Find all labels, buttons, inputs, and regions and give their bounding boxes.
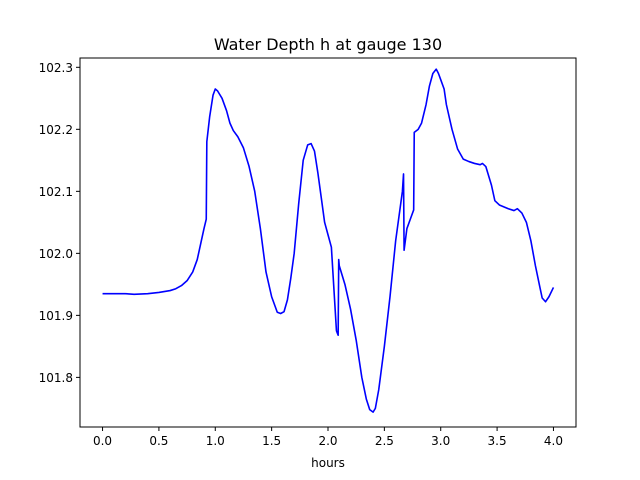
x-tick-label: 0.0 xyxy=(93,434,112,448)
y-tick-label: 102.2 xyxy=(39,123,73,137)
x-tick-label: 1.5 xyxy=(262,434,281,448)
y-tick-label: 102.0 xyxy=(39,247,73,261)
x-tick-label: 3.5 xyxy=(488,434,507,448)
y-tick-label: 101.8 xyxy=(39,371,73,385)
y-tick-label: 102.3 xyxy=(39,61,73,75)
y-axis: 101.8 101.9 102.0 102.1 102.2 102.3 xyxy=(39,61,80,385)
y-tick-label: 101.9 xyxy=(39,309,73,323)
chart-title: Water Depth h at gauge 130 xyxy=(214,35,442,54)
x-tick-label: 0.5 xyxy=(149,434,168,448)
x-tick-label: 4.0 xyxy=(544,434,563,448)
y-tick-label: 102.1 xyxy=(39,185,73,199)
x-axis-label: hours xyxy=(311,456,345,470)
x-tick-label: 2.0 xyxy=(318,434,337,448)
x-tick-label: 3.0 xyxy=(431,434,450,448)
x-tick-label: 2.5 xyxy=(375,434,394,448)
x-tick-label: 1.0 xyxy=(206,434,225,448)
water-depth-series-line xyxy=(102,68,555,413)
x-axis: 0.0 0.5 1.0 1.5 2.0 2.5 3.0 3.5 4.0 xyxy=(93,427,563,448)
